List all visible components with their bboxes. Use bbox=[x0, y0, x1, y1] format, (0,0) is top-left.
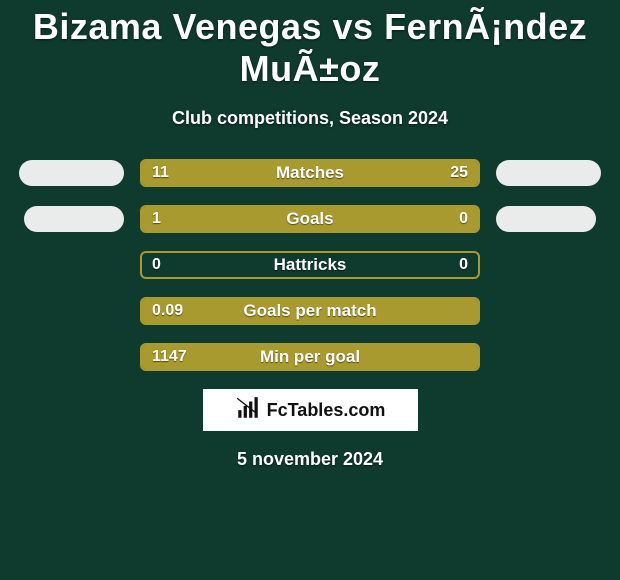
stat-row: 00Hattricks bbox=[0, 251, 620, 279]
brand-box: FcTables.com bbox=[203, 389, 418, 431]
page-title: Bizama Venegas vs FernÃ¡ndez MuÃ±oz bbox=[0, 0, 620, 90]
stat-label: Goals per match bbox=[142, 299, 478, 323]
footer-date: 5 november 2024 bbox=[0, 449, 620, 470]
team-badge-right bbox=[496, 206, 596, 232]
team-badge-left bbox=[24, 206, 124, 232]
stat-label: Hattricks bbox=[142, 253, 478, 277]
brand-text: FcTables.com bbox=[267, 400, 386, 421]
stat-label: Min per goal bbox=[142, 345, 478, 369]
team-badge-left bbox=[19, 160, 124, 186]
team-badge-right bbox=[496, 160, 601, 186]
stat-row: 0.09Goals per match bbox=[0, 297, 620, 325]
stat-row: 10Goals bbox=[0, 205, 620, 233]
stat-row: 1125Matches bbox=[0, 159, 620, 187]
stat-bar: 0.09Goals per match bbox=[140, 297, 480, 325]
stat-bar: 00Hattricks bbox=[140, 251, 480, 279]
page-subtitle: Club competitions, Season 2024 bbox=[0, 108, 620, 129]
stat-bar: 1125Matches bbox=[140, 159, 480, 187]
stat-label: Goals bbox=[142, 207, 478, 231]
stat-bar: 10Goals bbox=[140, 205, 480, 233]
stat-row: 1147Min per goal bbox=[0, 343, 620, 371]
stat-bar: 1147Min per goal bbox=[140, 343, 480, 371]
stat-label: Matches bbox=[142, 161, 478, 185]
bar-chart-icon bbox=[235, 395, 261, 426]
stats-container: 1125Matches 10Goals 00Hattricks 0.09Goals p… bbox=[0, 159, 620, 371]
